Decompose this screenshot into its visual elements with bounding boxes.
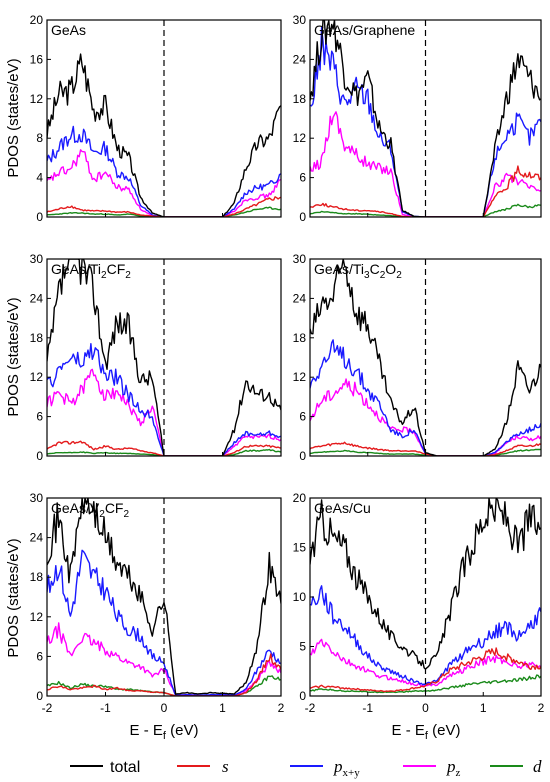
y-tick-label: 12 (30, 610, 44, 624)
y-tick-label: 15 (293, 541, 307, 555)
series-p-z-line (310, 111, 541, 217)
panel-title: GeAs (51, 22, 86, 38)
y-tick-label: 6 (299, 410, 306, 424)
x-tick-label: -1 (362, 701, 373, 715)
series-total-line (310, 20, 541, 217)
y-tick-label: 12 (30, 92, 44, 106)
plot-frame (46, 258, 282, 457)
panel-geas: 0 4 8 12 16 20 GeAs (30, 13, 282, 224)
y-axis-label: PDOS (states/eV) (5, 297, 22, 416)
legend-label-p-x-y: px+y (333, 757, 360, 779)
legend-label-d: d (533, 757, 542, 776)
x-axis-label: E - Ef (eV) (130, 722, 199, 742)
y-tick-label: 0 (299, 689, 306, 703)
y-tick-label: 24 (30, 291, 44, 305)
y-tick-label: 12 (293, 131, 307, 145)
y-tick-label: 20 (293, 491, 307, 505)
y-tick-label: 30 (293, 13, 307, 27)
panel-geas-graphene: 0 6 12 18 24 30 GeAs/Graphene (293, 13, 542, 224)
plot-frame (46, 497, 282, 697)
y-tick-label: 0 (36, 449, 43, 463)
series-p-x-y-line (310, 339, 541, 456)
y-tick-label: 0 (36, 689, 43, 703)
series-total-line (47, 259, 281, 456)
y-tick-label: 18 (293, 331, 307, 345)
y-tick-label: 8 (36, 131, 43, 145)
y-tick-label: 6 (36, 410, 43, 424)
series-total-line (47, 53, 281, 217)
series-p-z-line (47, 368, 281, 456)
x-tick-label: 1 (480, 701, 487, 715)
y-tick-label: 16 (30, 52, 44, 66)
series-d-line (310, 203, 541, 217)
series-total-line (310, 259, 541, 456)
y-tick-label: 4 (36, 171, 43, 185)
x-axis-label: E - Ef (eV) (392, 722, 461, 742)
x-tick-label: 2 (538, 701, 545, 715)
series-s-line (47, 196, 281, 217)
y-tick-label: 24 (30, 531, 44, 545)
plot-frame (309, 497, 542, 697)
panel-geas-cu: 0 5 10 15 20 -2 -1 0 1 2 GeAs/Cu (293, 491, 545, 715)
y-tick-label: 6 (36, 649, 43, 663)
y-tick-label: 12 (30, 370, 44, 384)
legend-label-total: total (110, 759, 140, 776)
series-p-x-y-line (47, 125, 281, 217)
y-tick-label: 10 (293, 590, 307, 604)
y-tick-label: 18 (30, 331, 44, 345)
x-tick-label: -1 (100, 701, 111, 715)
x-tick-label: 1 (219, 701, 226, 715)
x-tick-label: 0 (422, 701, 429, 715)
panel-geas-ticf: 0 6 12 18 24 30 GeAs/Ti2CF2 (30, 252, 282, 463)
series-s-line (47, 440, 281, 456)
x-tick-label: -2 (42, 701, 53, 715)
y-axis-label: PDOS (states/eV) (5, 58, 22, 177)
x-tick-label: 2 (278, 701, 285, 715)
series-p-x-y-line (310, 26, 541, 217)
y-tick-label: 5 (299, 640, 306, 654)
legend-label-s: s (222, 757, 229, 776)
x-tick-label: -2 (305, 701, 316, 715)
y-tick-label: 30 (30, 252, 44, 266)
x-tick-label: 0 (161, 701, 168, 715)
series-p-z-line (47, 149, 281, 217)
plot-frame (309, 258, 542, 457)
y-tick-label: 20 (30, 13, 44, 27)
y-tick-label: 30 (30, 491, 44, 505)
series-d-line (47, 206, 281, 217)
series-s-line (310, 165, 541, 217)
legend: total s px+y pz d (70, 757, 542, 779)
series-s-line (310, 647, 541, 693)
series-p-x-y-line (47, 343, 281, 456)
legend-label-p-z: pz (446, 757, 461, 779)
panel-title: GeAs/Ti3C2O2 (314, 261, 402, 281)
y-tick-label: 0 (299, 449, 306, 463)
panel-geas-tico: 0 6 12 18 24 30 GeAs/Ti3C2O2 (293, 252, 542, 463)
y-tick-label: 30 (293, 252, 307, 266)
y-tick-label: 24 (293, 52, 307, 66)
y-tick-label: 24 (293, 291, 307, 305)
plot-frame (309, 19, 542, 218)
y-tick-label: 12 (293, 370, 307, 384)
y-tick-label: 0 (299, 210, 306, 224)
y-tick-label: 6 (299, 171, 306, 185)
series-d-line (47, 448, 281, 456)
panel-title: GeAs/V2CF2 (51, 500, 129, 520)
y-tick-label: 0 (36, 210, 43, 224)
panel-title: GeAs/Graphene (314, 22, 415, 38)
y-tick-label: 18 (293, 92, 307, 106)
plot-frame (46, 19, 282, 218)
y-axis-label: PDOS (states/eV) (5, 538, 22, 657)
panel-title: GeAs/Cu (314, 500, 371, 516)
panel-title: GeAs/Ti2CF2 (51, 261, 131, 281)
y-tick-label: 18 (30, 570, 44, 584)
